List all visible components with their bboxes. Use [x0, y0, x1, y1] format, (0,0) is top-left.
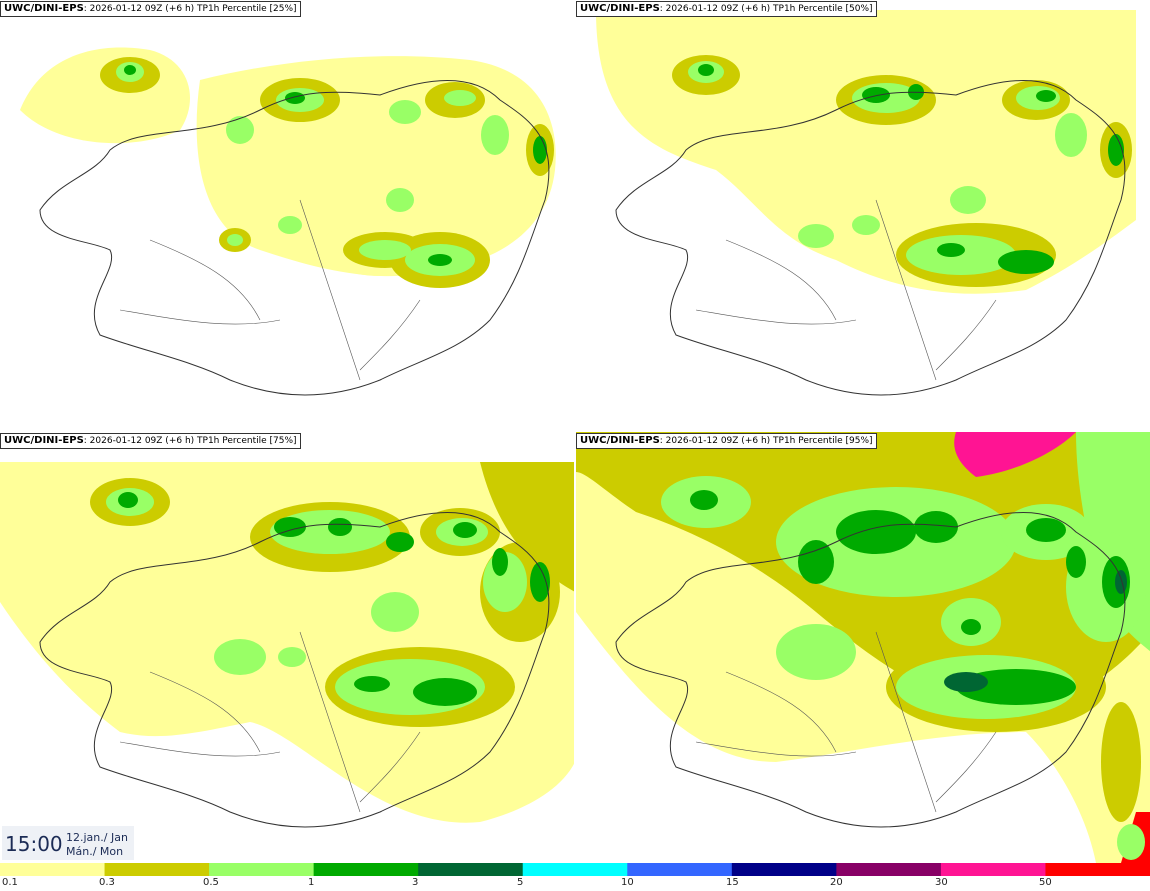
valid-date-line1: 12.jan./ Jan	[66, 831, 128, 844]
colorbar-tick-label: 0.1	[2, 877, 18, 888]
product-name: TP1h Percentile [50%]	[773, 4, 873, 14]
model-name: UWC/DINI-EPS	[4, 435, 84, 446]
precip-colorbar	[0, 863, 1150, 876]
model-name: UWC/DINI-EPS	[580, 3, 660, 14]
colorbar-segment	[0, 863, 106, 876]
colorbar-tick-label: 3	[412, 877, 419, 888]
run-info: : 2026-01-12 09Z (+6 h)	[659, 436, 771, 446]
panel-title: UWC/DINI-EPS: 2026-01-12 09Z (+6 h) TP1h…	[576, 433, 877, 449]
run-info: : 2026-01-12 09Z (+6 h)	[83, 436, 195, 446]
colorbar-tick-label: 5	[517, 877, 524, 888]
colorbar-tick-label: 0.3	[99, 877, 115, 888]
model-name: UWC/DINI-EPS	[580, 435, 660, 446]
colorbar-tick-label: 0.5	[203, 877, 219, 888]
model-name: UWC/DINI-EPS	[4, 3, 84, 14]
map-panel-p25: UWC/DINI-EPS: 2026-01-12 09Z (+6 h) TP1h…	[0, 0, 575, 431]
colorbar-segment	[104, 863, 210, 876]
colorbar-segment	[209, 863, 315, 876]
colorbar-segment	[522, 863, 628, 876]
map-panel-p75: UWC/DINI-EPS: 2026-01-12 09Z (+6 h) TP1h…	[0, 432, 575, 863]
valid-time-box: 15:00 12.jan./ Jan Mán./ Mon	[2, 826, 134, 860]
run-info: : 2026-01-12 09Z (+6 h)	[83, 4, 195, 14]
panel-divider-horizontal	[0, 430, 1150, 432]
valid-date-line2: Mán./ Mon	[66, 845, 124, 858]
colorbar-tick-label: 10	[621, 877, 634, 888]
run-info: : 2026-01-12 09Z (+6 h)	[659, 4, 771, 14]
panel-title: UWC/DINI-EPS: 2026-01-12 09Z (+6 h) TP1h…	[0, 1, 301, 17]
map-panel-p50: UWC/DINI-EPS: 2026-01-12 09Z (+6 h) TP1h…	[576, 0, 1150, 431]
colorbar-segment	[1045, 863, 1150, 876]
colorbar-tick-label: 15	[726, 877, 739, 888]
product-name: TP1h Percentile [25%]	[197, 4, 297, 14]
product-name: TP1h Percentile [75%]	[197, 436, 297, 446]
colorbar-segment	[313, 863, 419, 876]
product-name: TP1h Percentile [95%]	[773, 436, 873, 446]
panel-title: UWC/DINI-EPS: 2026-01-12 09Z (+6 h) TP1h…	[576, 1, 877, 17]
colorbar-segment	[627, 863, 733, 876]
precip-map-p95	[576, 432, 1150, 863]
colorbar-tick-label: 20	[830, 877, 843, 888]
colorbar-segment	[940, 863, 1046, 876]
colorbar-tick-label: 50	[1039, 877, 1052, 888]
colorbar-segment	[836, 863, 942, 876]
valid-time: 15:00	[5, 832, 63, 856]
panel-title: UWC/DINI-EPS: 2026-01-12 09Z (+6 h) TP1h…	[0, 433, 301, 449]
colorbar-segment	[731, 863, 837, 876]
map-panel-p95: UWC/DINI-EPS: 2026-01-12 09Z (+6 h) TP1h…	[576, 432, 1150, 863]
colorbar-tick-label: 30	[935, 877, 948, 888]
precip-map-p75	[0, 462, 575, 828]
precip-map-p50	[596, 10, 1136, 396]
colorbar-segment	[418, 863, 524, 876]
precip-map-p25	[20, 47, 556, 396]
colorbar-tick-labels: 0.1 0.3 0.5 1 3 5 10 15 20 30 50	[0, 876, 1150, 891]
colorbar-tick-label: 1	[308, 877, 315, 888]
